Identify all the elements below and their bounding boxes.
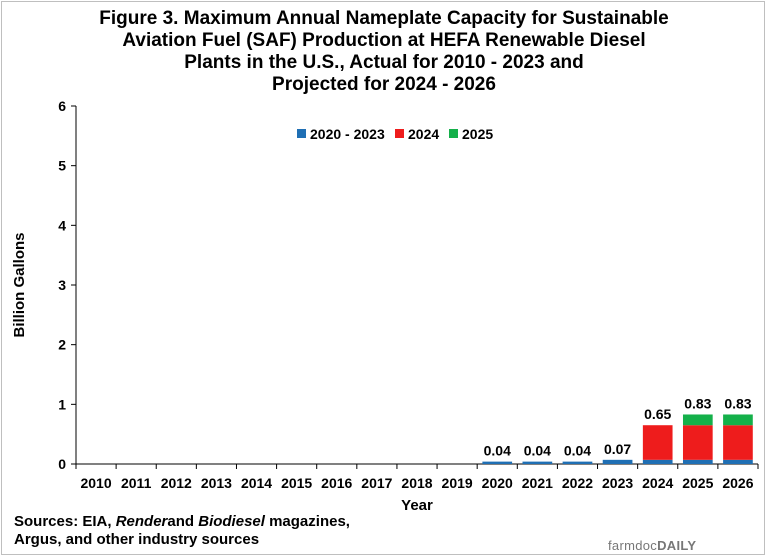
y-tick-label: 3 [58,277,66,293]
title-line-3: Plants in the U.S., Actual for 2010 - 20… [184,52,584,73]
title-line-4: Projected for 2024 - 2026 [272,74,496,95]
x-tick-label: 2022 [562,475,593,491]
data-label: 0.83 [684,395,711,411]
x-tick-label: 2014 [241,475,272,491]
legend-swatch [297,129,306,138]
x-tick-label: 2021 [522,475,553,491]
x-tick-label: 2012 [161,475,192,491]
y-tick-label: 4 [58,217,66,233]
x-tick-label: 2018 [401,475,432,491]
x-tick-label: 2026 [722,475,753,491]
data-label: 0.04 [524,443,551,459]
bar-segment [682,414,713,426]
chart-title: Figure 3. Maximum Annual Nameplate Capac… [0,8,768,96]
legend-label: 2024 [408,126,439,142]
data-label: 0.04 [484,443,511,459]
x-tick-label: 2017 [361,475,392,491]
bar-segment [522,461,553,464]
x-tick-label: 2024 [642,475,673,491]
bar-segment [482,461,513,464]
y-tick-label: 6 [58,98,66,114]
x-tick-label: 2013 [201,475,232,491]
legend-label: 2025 [462,126,493,142]
sources-rest: magazines, [264,513,350,530]
bar-segment [723,459,753,464]
sources-prefix: Sources: EIA, [14,513,116,530]
y-tick-label: 2 [58,337,66,353]
sources-and: and [167,513,199,530]
bar-segment [723,414,753,426]
bar-segment [723,425,753,460]
legend-label: 2020 - 2023 [310,126,385,142]
sources-line-2: Argus, and other industry sources [14,531,260,548]
x-tick-label: 2019 [442,475,473,491]
title-line-2: Aviation Fuel (SAF) Production at HEFA R… [122,30,646,51]
x-tick-label: 2015 [281,475,312,491]
y-tick-label: 1 [58,396,66,412]
x-tick-label: 2011 [121,475,152,491]
x-tick-label: 2010 [80,475,111,491]
sources-render: Render [115,513,168,530]
bar-segment [642,459,673,464]
bar-segment [642,425,673,460]
bar-segment [562,461,593,464]
legend-swatch [395,129,404,138]
data-label: 0.04 [564,443,591,459]
x-tick-label: 2025 [682,475,713,491]
data-label: 0.65 [644,406,671,422]
y-tick-label: 5 [58,158,66,174]
x-axis-title: Year [401,497,433,514]
legend-swatch [449,129,458,138]
bar-segment [682,459,713,464]
bar-segment [682,425,713,460]
bar-segment [602,459,633,464]
x-tick-label: 2020 [482,475,513,491]
x-tick-label: 2023 [602,475,633,491]
farmdoc-daily-logo: farmdocDAILY [608,538,697,553]
y-axis-title: Billion Gallons [11,232,28,337]
sources-biodiesel: Biodiesel [198,513,265,530]
y-tick-label: 0 [58,456,66,472]
data-label: 0.83 [724,395,751,411]
data-label: 0.07 [604,441,631,457]
sources-note: Sources: EIA, Renderand Biodiesel magazi… [14,513,350,549]
title-line-1: Figure 3. Maximum Annual Nameplate Capac… [99,8,669,29]
x-tick-label: 2016 [321,475,352,491]
